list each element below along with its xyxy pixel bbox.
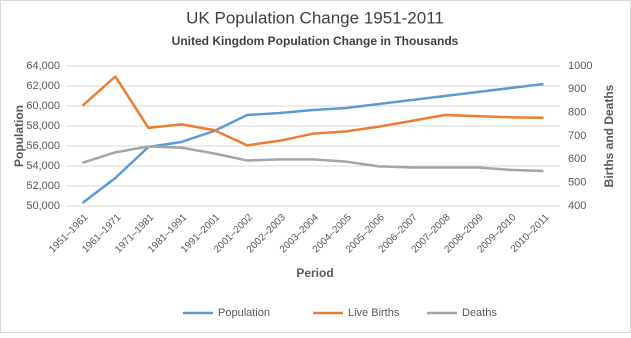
- y2-tick-label: 400: [568, 200, 586, 212]
- y-tick-label: 62,000: [26, 80, 60, 92]
- y-tick-label: 56,000: [26, 140, 60, 152]
- y2-tick-label: 500: [568, 177, 586, 189]
- y2-tick-label: 900: [568, 83, 586, 95]
- y2-tick-label: 1000: [568, 60, 592, 72]
- y2-tick-label: 700: [568, 130, 586, 142]
- y-tick-label: 52,000: [26, 180, 60, 192]
- y-tick-label: 64,000: [26, 60, 60, 72]
- series-line: [81, 82, 544, 204]
- y-tick-label: 54,000: [26, 160, 60, 172]
- series-line: [82, 145, 544, 173]
- x-axis-title: Period: [296, 266, 333, 280]
- legend-label: Deaths: [462, 307, 497, 319]
- chart-subtitle: United Kingdom Population Change in Thou…: [172, 34, 459, 48]
- series-line: [81, 75, 544, 147]
- y-tick-label: 50,000: [26, 200, 60, 212]
- chart-title: UK Population Change 1951-2011: [186, 8, 444, 27]
- legend-label: Population: [218, 307, 270, 319]
- y2-tick-label: 600: [568, 153, 586, 165]
- y2-tick-label: 800: [568, 107, 586, 119]
- y-tick-label: 58,000: [26, 120, 60, 132]
- y2-axis-title: Births and Deaths: [602, 84, 616, 187]
- y-axis-title: Population: [12, 105, 26, 167]
- legend-label: Live Births: [348, 307, 400, 319]
- y-tick-label: 60,000: [26, 100, 60, 112]
